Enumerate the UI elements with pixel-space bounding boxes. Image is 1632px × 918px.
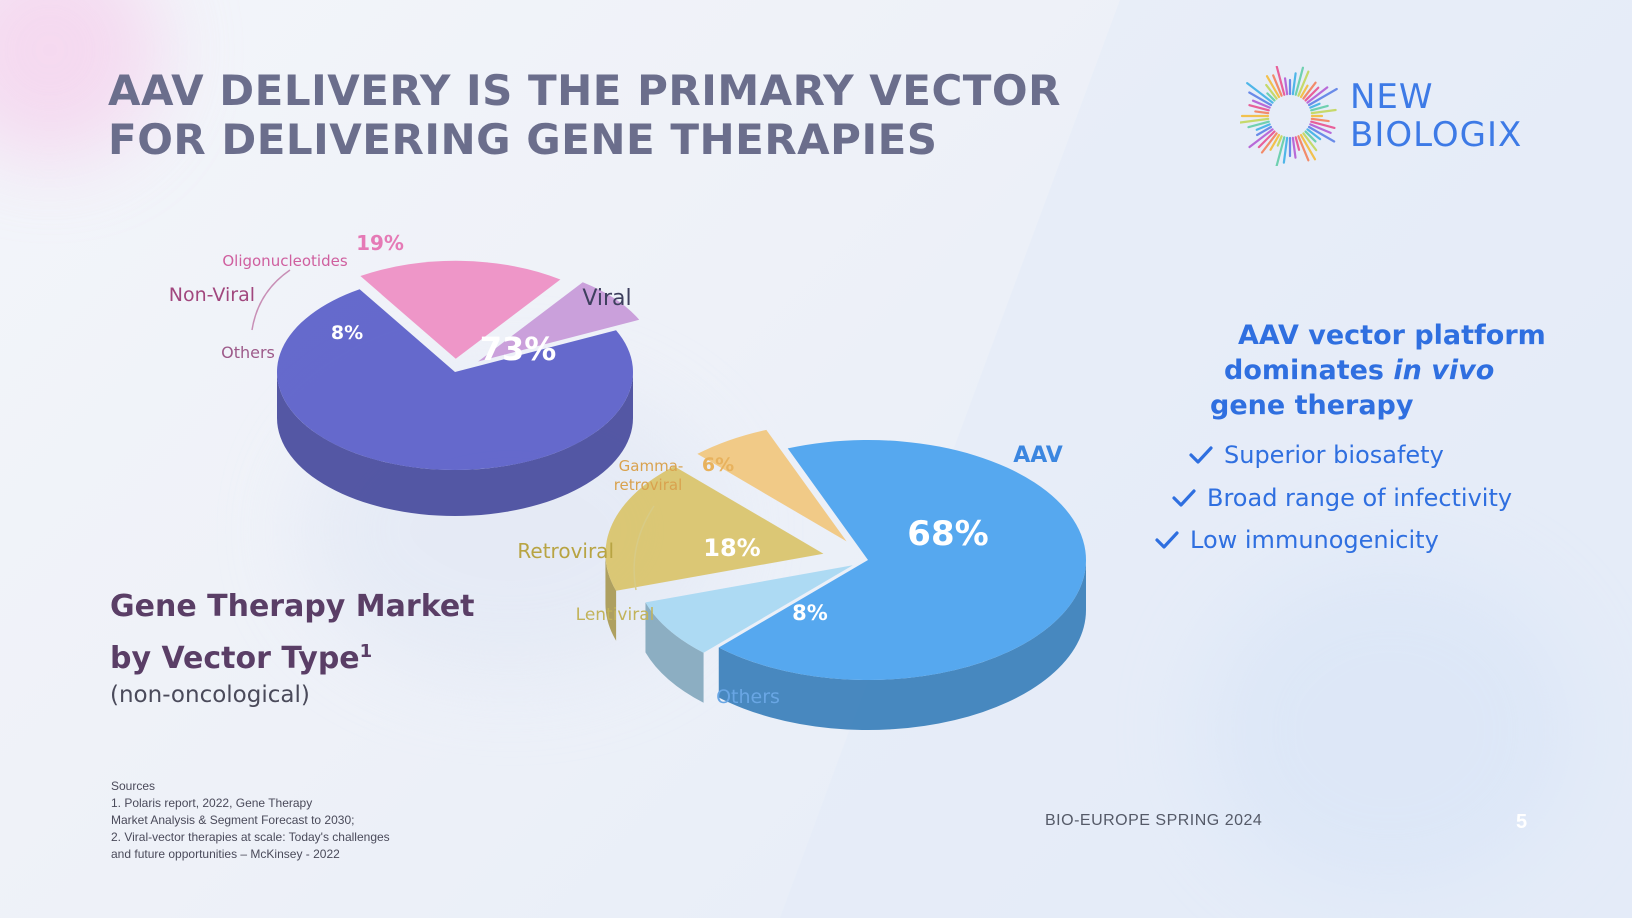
group-bracket (251, 269, 291, 331)
slice-label-oligonucleotides: Oligonucleotides (222, 252, 347, 270)
sources-line: and future opportunities – McKinsey - 20… (111, 847, 340, 861)
slice-label-others: Others (221, 343, 275, 362)
market-title: Gene Therapy Market by Vector Type1 (110, 584, 475, 681)
pie-slice (605, 466, 824, 641)
slide-title: AAV DELIVERY IS THE PRIMARY VECTOR FOR D… (108, 66, 1061, 164)
pie-slice (718, 440, 1086, 731)
group-label-viral: Viral (582, 286, 631, 311)
footnote-marker: 1 (359, 641, 373, 662)
title-line-2: FOR DELIVERING GENE THERAPIES (108, 115, 938, 164)
data-label-gamma-retroviral: 6% (702, 454, 734, 476)
group-bracket (633, 505, 655, 591)
claim-line-2-text: dominates (1224, 355, 1394, 386)
bullet-item: Low immunogenicity (1154, 526, 1439, 554)
data-label-others: 8% (792, 601, 828, 625)
sunburst-logo-icon (1240, 66, 1338, 166)
bullet-text: Low immunogenicity (1190, 526, 1439, 554)
data-label-viral: 73% (480, 330, 557, 368)
pie-chart-viral-breakdown (605, 429, 1086, 731)
checkmark-icon (1172, 489, 1196, 507)
bullet-text: Superior biosafety (1224, 441, 1444, 469)
checkmark-icon (1155, 531, 1179, 549)
pie-slice (276, 289, 633, 516)
data-label-oligonucleotides: 19% (356, 231, 404, 255)
sources-line: Market Analysis & Segment Forecast to 20… (111, 813, 355, 827)
market-subtitle: (non-oncological) (110, 682, 310, 708)
aav-claim: AAV vector platform dominates in vivo ge… (1200, 318, 1580, 423)
pie-slice (697, 429, 847, 542)
pie-slice (360, 260, 561, 359)
slice-label-gamma-retroviral: retroviral (614, 476, 683, 494)
pie-chart-vector-type (276, 260, 640, 516)
sources-line: 2. Viral-vector therapies at scale: Toda… (111, 830, 390, 844)
group-label-retroviral: Retroviral (517, 539, 614, 563)
group-label-non-viral: Non-Viral (169, 284, 255, 306)
group-label-aav: AAV (1013, 443, 1063, 468)
checkmark-icon (1189, 446, 1213, 464)
data-label-others: 8% (331, 322, 363, 344)
title-line-1: AAV DELIVERY IS THE PRIMARY VECTOR (108, 66, 1061, 115)
sources-footnote: Sources 1. Polaris report, 2022, Gene Th… (111, 778, 390, 863)
pie-labels: Viral 73% 19% Oligonucleotides Non-Viral 8% Ot… (169, 231, 1063, 708)
data-label-aav: 68% (907, 514, 988, 554)
footer-event: BIO-EUROPE SPRING 2024 (1045, 812, 1263, 829)
bullet-item: Broad range of infectivity (1171, 484, 1512, 512)
sources-line: 1. Polaris report, 2022, Gene Therapy (111, 796, 313, 810)
logo-line-2: BIOLOGIX (1350, 115, 1523, 155)
bullet-item: Superior biosafety (1188, 441, 1444, 469)
sources-line: Sources (111, 779, 156, 793)
market-title-line-1: Gene Therapy Market (110, 589, 475, 624)
logo-line-1: NEW (1350, 77, 1434, 117)
bullet-text: Broad range of infectivity (1207, 484, 1513, 512)
claim-line-1: AAV vector platform (1238, 320, 1546, 351)
slice-label-others: Others (716, 686, 780, 708)
market-title-line-2: by Vector Type1 (110, 629, 475, 681)
slice-label-gamma-retroviral: Gamma- (619, 457, 684, 475)
data-label-lentiviral: 18% (703, 534, 760, 562)
claim-line-2: dominates in vivo (1200, 353, 1580, 388)
claim-line-3: gene therapy (1210, 390, 1414, 421)
pie-slice (645, 565, 853, 703)
claim-line-2-emphasis: in vivo (1393, 355, 1495, 386)
pie-slice (478, 282, 640, 362)
page-number: 5 (1516, 811, 1528, 833)
company-logo-text: NEW BIOLOGIX (1350, 78, 1522, 154)
market-title-line-2-text: by Vector Type (110, 641, 360, 676)
slice-label-lentiviral: Lentiviral (576, 605, 655, 625)
